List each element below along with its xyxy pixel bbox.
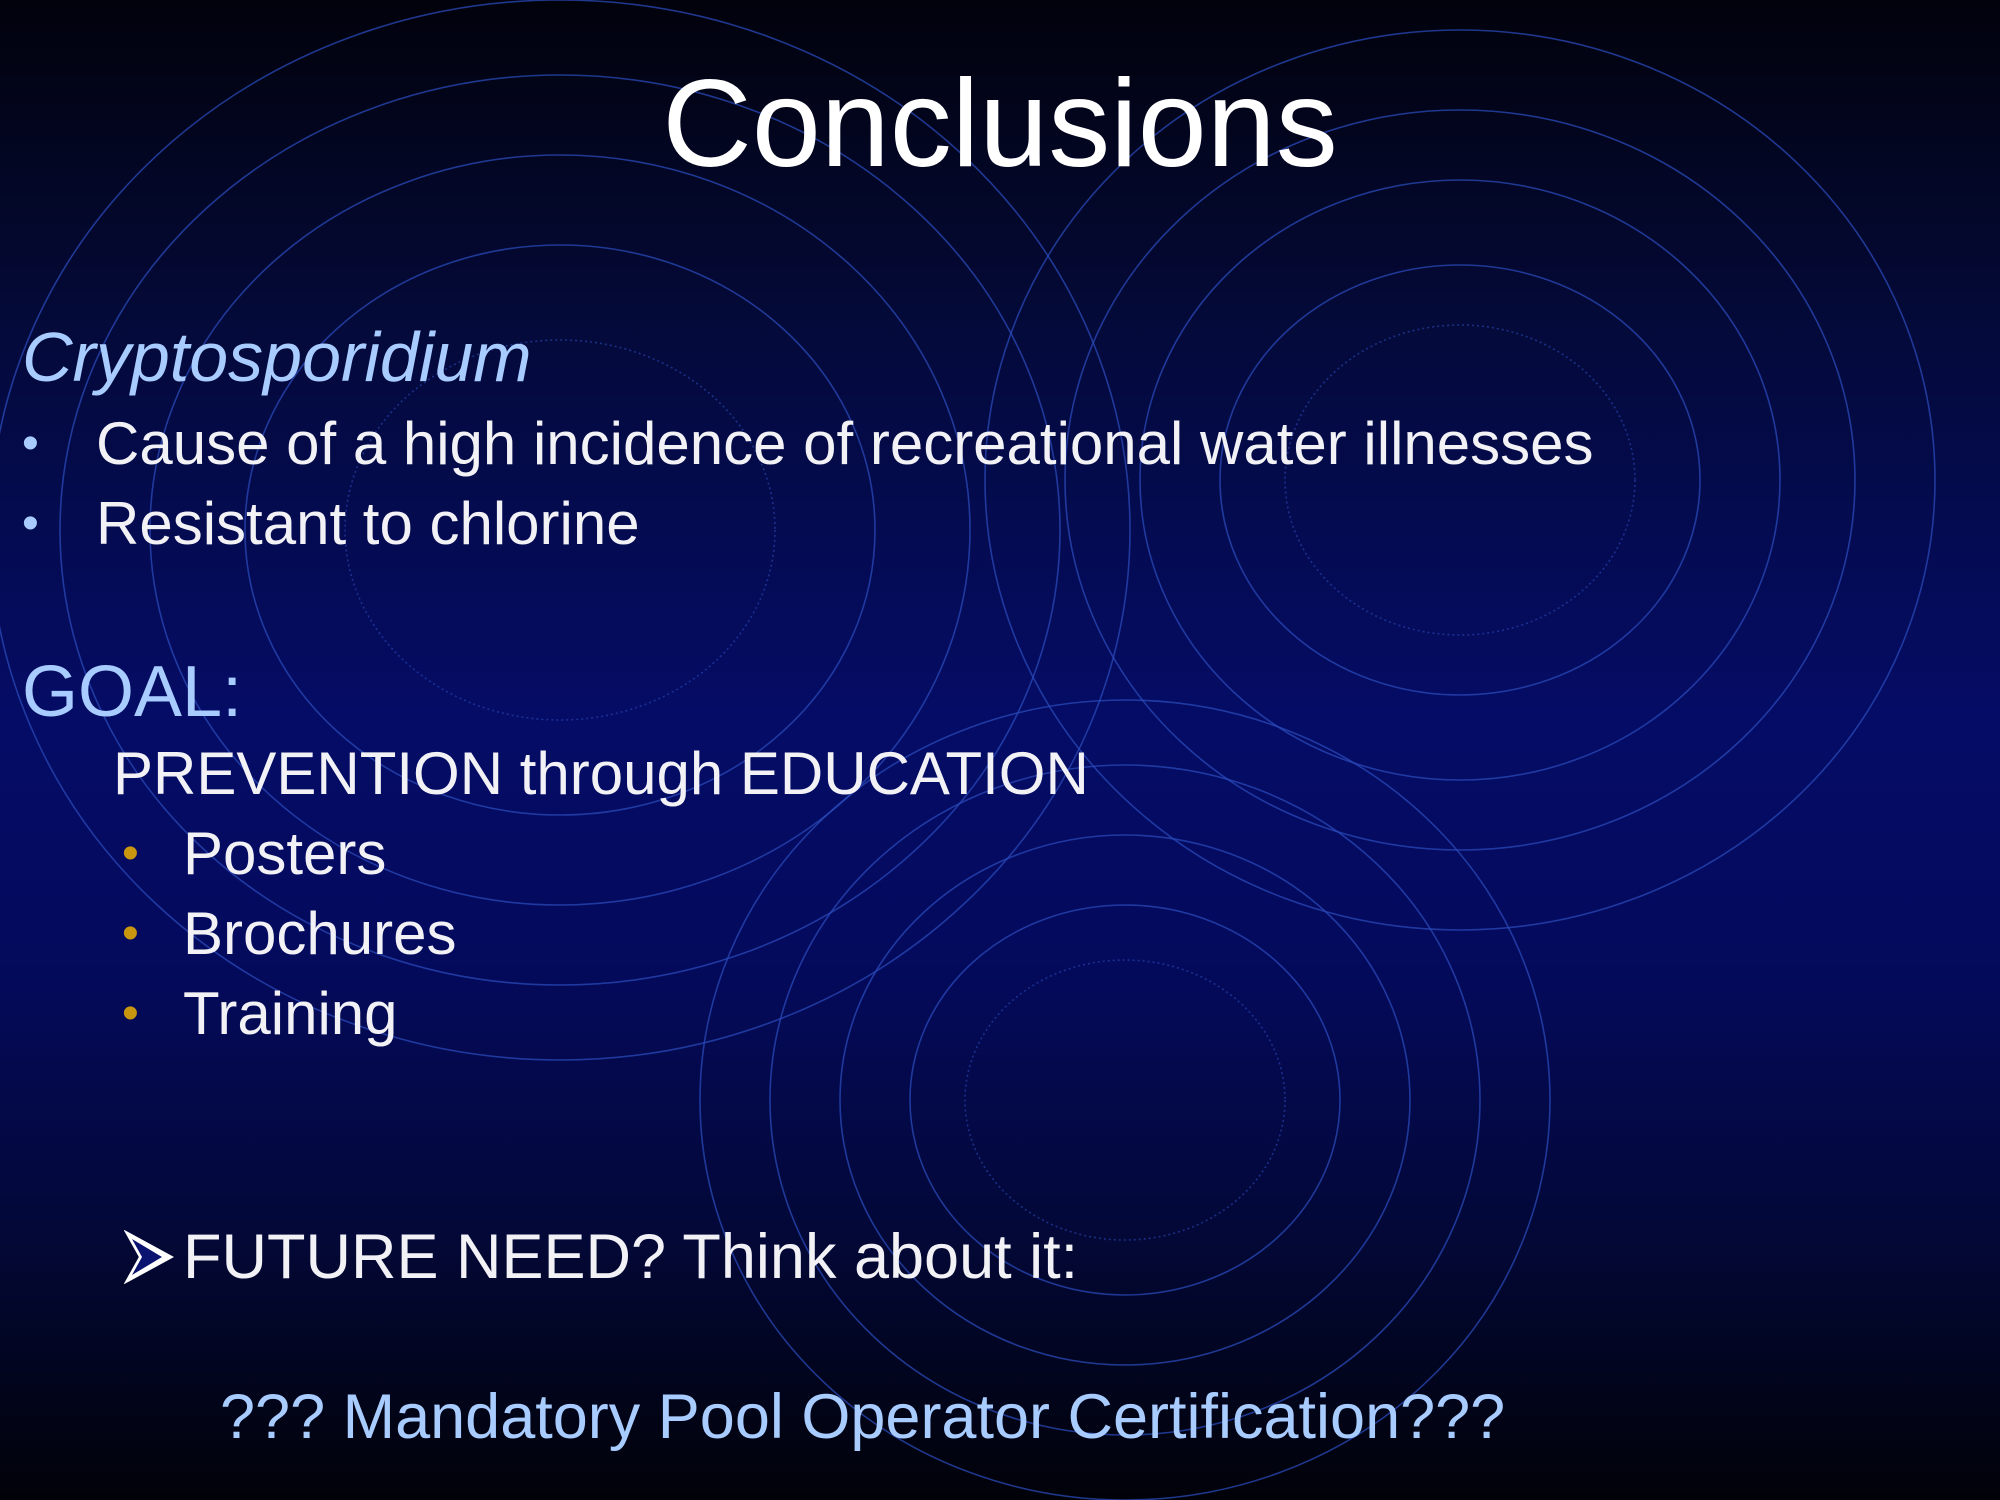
bullet-dot-icon: •: [122, 987, 139, 1040]
prevention-subheading: PREVENTION through EDUCATION: [113, 740, 1089, 807]
bullet-dot-icon: •: [122, 827, 139, 880]
bullet-dot-icon: •: [122, 907, 139, 960]
slide-title: Conclusions: [662, 55, 1338, 193]
bullet-dot-icon: •: [22, 497, 39, 550]
list-item: Brochures: [183, 900, 457, 967]
list-item: Training: [183, 980, 398, 1047]
list-item: Resistant to chlorine: [96, 490, 640, 557]
cryptosporidium-heading: Cryptosporidium: [22, 318, 532, 396]
list-item: Posters: [183, 820, 387, 887]
certification-question: ??? Mandatory Pool Operator Certificatio…: [220, 1382, 1506, 1452]
list-item: Cause of a high incidence of recreationa…: [96, 410, 1594, 477]
goal-heading: GOAL:: [22, 652, 243, 732]
arrow-bullet-icon: [124, 1230, 174, 1284]
bullet-dot-icon: •: [22, 417, 39, 470]
future-need-text: FUTURE NEED? Think about it:: [183, 1222, 1079, 1292]
